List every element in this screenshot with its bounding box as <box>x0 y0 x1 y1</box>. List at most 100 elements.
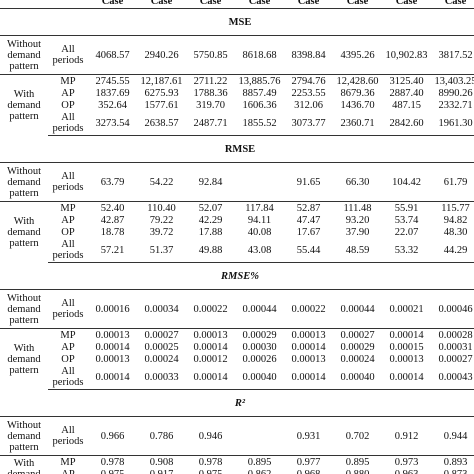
value-cell: 53.74 <box>394 214 419 226</box>
value-cell: 110.40 <box>147 202 176 214</box>
header-row: Case Case Case Case Case Case Case Case <box>0 0 474 9</box>
value-cell: 52.87 <box>296 202 321 214</box>
value-cell: 48.30 <box>443 226 468 238</box>
value-cell: 0.975 <box>100 468 125 474</box>
value-cell: 0.00040 <box>333 365 382 390</box>
section-title-row: MSE <box>0 8 474 36</box>
period-label: MP <box>60 456 76 468</box>
value-cell: 0.00013 <box>389 353 424 365</box>
value-cell <box>235 416 284 456</box>
value-cell: 79.22 <box>149 214 174 226</box>
value-cell: 8398.84 <box>284 35 333 75</box>
value-cell: 93.20 <box>345 214 370 226</box>
value-cell: 48.59 <box>333 238 382 263</box>
value-cell: 0.00033 <box>137 365 186 390</box>
value-cell: 0.00014 <box>95 341 130 353</box>
value-cell: 0.00027 <box>340 329 375 341</box>
value-cell: 1606.36 <box>242 99 277 111</box>
row-label: With demand pattern <box>7 215 41 249</box>
value-cell: 1436.70 <box>340 99 375 111</box>
period-label: OP <box>61 99 75 111</box>
value-cell: 0.966 <box>88 416 137 456</box>
value-cell: 115.77 <box>441 202 470 214</box>
value-cell: 3073.77 <box>284 111 333 136</box>
column-header: Case <box>137 0 186 9</box>
value-cell: 0.00025 <box>144 341 179 353</box>
value-cell: 0.931 <box>284 416 333 456</box>
value-cell: 0.00015 <box>389 341 424 353</box>
value-cell: 13,403.25 <box>434 75 474 87</box>
value-cell: 1961.30 <box>431 111 474 136</box>
value-cell: 319.70 <box>196 99 225 111</box>
with-row: With demand pattern MP 0.978 0.908 0.978 0.89… <box>0 456 474 474</box>
value-cell: 0.973 <box>394 456 419 468</box>
blank <box>0 0 48 9</box>
value-cell: 22.07 <box>394 226 419 238</box>
with-row: With demand pattern MP 2745.55 12,187.61 271… <box>0 75 474 122</box>
row-label: With demand pattern <box>7 88 41 122</box>
period-label: OP <box>61 226 75 238</box>
value-cell: 352.64 <box>98 99 127 111</box>
value-cell: 0.908 <box>149 456 174 468</box>
value-cell: 2332.71 <box>438 99 473 111</box>
value-cell: 44.29 <box>431 238 474 263</box>
value-cell: 0.00034 <box>137 289 186 329</box>
value-cell: 12,428.60 <box>336 75 379 87</box>
value-cell: 3817.52 <box>431 35 474 75</box>
period-label: AP <box>61 468 75 474</box>
period-label: MP <box>60 75 76 87</box>
with-row: OP 0.00013 0.00024 0.00012 0.00026 0.00013 0.0… <box>0 353 474 365</box>
value-cell: 0.975 <box>198 468 223 474</box>
value-cell: 8990.26 <box>438 87 473 99</box>
value-cell: 0.00014 <box>88 365 137 390</box>
value-cell: 37.90 <box>345 226 370 238</box>
value-cell: 117.84 <box>245 202 274 214</box>
without-row: Without demand pattern All periods 0.966 0.… <box>0 416 474 456</box>
value-cell: 0.895 <box>247 456 272 468</box>
row-label: With demand pattern <box>7 457 40 474</box>
value-cell: 0.873 <box>443 468 468 474</box>
section-title-row: RMSE% <box>0 262 474 290</box>
value-cell: 0.880 <box>345 468 370 474</box>
value-cell: 0.895 <box>345 456 370 468</box>
value-cell: 0.00012 <box>193 353 228 365</box>
value-cell: 42.87 <box>100 214 125 226</box>
value-cell: 0.978 <box>100 456 125 468</box>
value-cell: 0.00027 <box>144 329 179 341</box>
blank <box>48 0 88 9</box>
value-cell: 2794.76 <box>291 75 326 87</box>
value-cell: 94.82 <box>443 214 468 226</box>
value-cell: 52.07 <box>198 202 223 214</box>
value-cell: 2487.71 <box>186 111 235 136</box>
value-cell: 2638.57 <box>137 111 186 136</box>
value-cell: 61.79 <box>431 162 474 202</box>
value-cell: 104.42 <box>382 162 431 202</box>
period-label: AP <box>61 214 75 226</box>
value-cell: 92.84 <box>186 162 235 202</box>
section-title: RMSE <box>0 135 474 163</box>
column-header: Case <box>431 0 474 9</box>
value-cell: 0.00027 <box>438 353 473 365</box>
period-label: MP <box>60 329 76 341</box>
value-cell: 0.702 <box>333 416 382 456</box>
period-label: All periods <box>48 289 88 329</box>
value-cell: 0.00014 <box>389 329 424 341</box>
period-label: All periods <box>48 238 88 263</box>
value-cell: 0.917 <box>149 468 174 474</box>
value-cell: 0.862 <box>247 468 272 474</box>
value-cell: 6275.93 <box>144 87 179 99</box>
value-cell: 12,187.61 <box>140 75 183 87</box>
value-cell: 0.00046 <box>431 289 474 329</box>
value-cell: 0.946 <box>186 416 235 456</box>
period-label: All periods <box>48 111 88 136</box>
value-cell: 4068.57 <box>88 35 137 75</box>
value-cell: 0.00013 <box>95 329 130 341</box>
with-row: All periods 0.00014 0.00033 0.00014 0.00040 0… <box>0 365 474 390</box>
without-row: Without demand pattern All periods 4068.57… <box>0 35 474 75</box>
value-cell: 1837.69 <box>95 87 130 99</box>
column-header: Case <box>235 0 284 9</box>
without-row: Without demand pattern All periods 0.00016… <box>0 289 474 329</box>
value-cell: 0.977 <box>296 456 321 468</box>
value-cell: 2887.40 <box>389 87 424 99</box>
